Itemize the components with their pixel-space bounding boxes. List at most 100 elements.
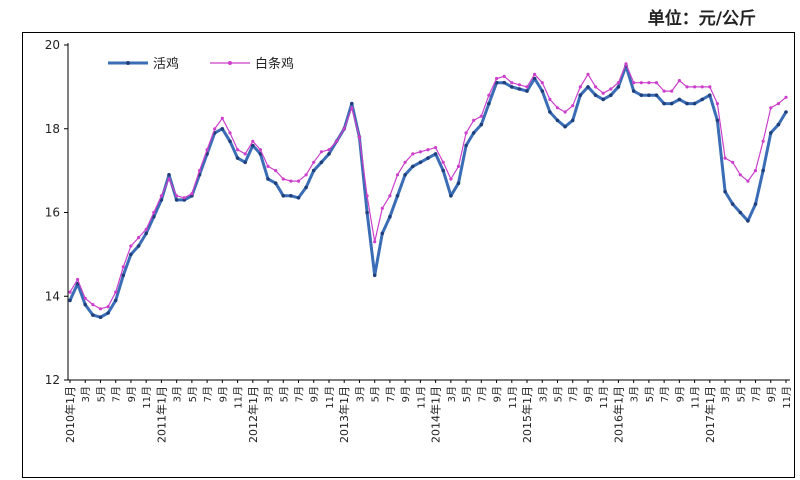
x-tick-label: 2015年1月 (520, 386, 534, 443)
data-point (616, 81, 621, 85)
x-tick-label: 2010年1月 (63, 386, 77, 443)
data-point (769, 131, 773, 135)
data-point (114, 290, 118, 294)
data-point (403, 173, 407, 177)
x-tick-label: 3月 (80, 386, 92, 402)
data-point (639, 93, 644, 97)
x-tick-label: 3月 (446, 386, 458, 402)
data-point (342, 127, 346, 131)
data-point (548, 110, 552, 114)
data-point (449, 177, 453, 181)
x-tick-label: 2011年1月 (154, 386, 168, 443)
x-tick-label: 11月 (507, 386, 519, 409)
x-tick-label: 9月 (766, 386, 778, 402)
x-tick-label: 3月 (354, 386, 366, 402)
x-tick-label: 11月 (598, 386, 610, 409)
x-tick-label: 3月 (629, 386, 641, 402)
y-tick-label: 14 (45, 289, 60, 303)
data-point (601, 91, 605, 95)
data-point (144, 231, 148, 236)
x-tick-label: 7月 (568, 386, 580, 402)
data-point (434, 146, 438, 150)
data-point (571, 104, 575, 108)
data-point (228, 139, 232, 144)
x-tick-label: 2016年1月 (611, 386, 625, 443)
data-point (555, 118, 560, 123)
x-tick-label: 11月 (141, 386, 153, 409)
data-point (730, 202, 735, 206)
x-tick-label: 9月 (674, 386, 686, 402)
x-tick-label: 5月 (370, 386, 382, 402)
data-point (411, 152, 415, 156)
data-point (213, 127, 217, 131)
data-point (639, 81, 643, 85)
data-point (746, 219, 750, 223)
data-point (83, 302, 87, 307)
data-point (632, 81, 636, 85)
x-tick-label: 2012年1月 (246, 386, 260, 443)
data-point (167, 173, 171, 177)
data-point (662, 101, 666, 106)
data-point (350, 101, 354, 106)
data-point (152, 210, 156, 215)
data-point (98, 307, 103, 311)
x-tick-label: 5月 (278, 386, 290, 402)
data-point (616, 85, 621, 89)
data-point (327, 152, 331, 156)
data-point (312, 160, 316, 164)
data-point (746, 179, 750, 183)
data-point (372, 273, 377, 278)
data-point (685, 101, 689, 106)
data-point (441, 160, 445, 164)
data-point (471, 131, 476, 135)
data-point (251, 143, 255, 148)
data-point (327, 148, 331, 152)
data-point (738, 173, 742, 177)
x-axis: 2010年1月 3月 5月 7月 9月 11月 2011年1月 3月 5月 7月 9月 11月 2012… (63, 379, 793, 443)
data-point (517, 83, 522, 87)
data-point (723, 189, 727, 194)
data-point (517, 87, 522, 91)
data-point (540, 89, 545, 93)
data-point (761, 168, 765, 173)
data-point (289, 194, 293, 198)
data-point (91, 303, 95, 307)
data-point (174, 198, 179, 202)
data-point (365, 210, 369, 215)
data-point (578, 93, 583, 97)
data-point (487, 101, 491, 106)
data-point (220, 127, 225, 131)
data-point (357, 135, 361, 139)
data-point (525, 89, 529, 93)
data-point (479, 114, 483, 118)
data-point (631, 89, 636, 93)
x-tick-label: 9月 (126, 386, 138, 402)
x-tick-label: 5月 (644, 386, 656, 402)
data-point (243, 152, 247, 156)
data-point (426, 148, 430, 152)
x-tick-label: 11月 (324, 386, 336, 409)
data-point (449, 194, 453, 198)
data-point (525, 85, 529, 89)
data-point (624, 62, 628, 66)
data-point (205, 148, 209, 152)
data-point (258, 148, 262, 152)
data-point (464, 131, 468, 135)
data-point (532, 76, 537, 81)
x-tick-label: 2014年1月 (429, 386, 443, 443)
data-point (593, 93, 598, 97)
x-tick-label: 11月 (690, 386, 702, 409)
data-point (647, 81, 651, 85)
data-point (235, 156, 240, 160)
data-point (296, 196, 301, 200)
data-point (266, 164, 270, 168)
data-point (182, 196, 186, 200)
data-point (784, 95, 788, 99)
x-tick-label: 3月 (537, 386, 549, 402)
data-point (137, 236, 141, 240)
x-tick-label: 9月 (492, 386, 504, 402)
data-point (693, 85, 697, 89)
data-point (136, 244, 141, 248)
y-tick-label: 18 (45, 122, 60, 136)
data-point (426, 156, 430, 160)
